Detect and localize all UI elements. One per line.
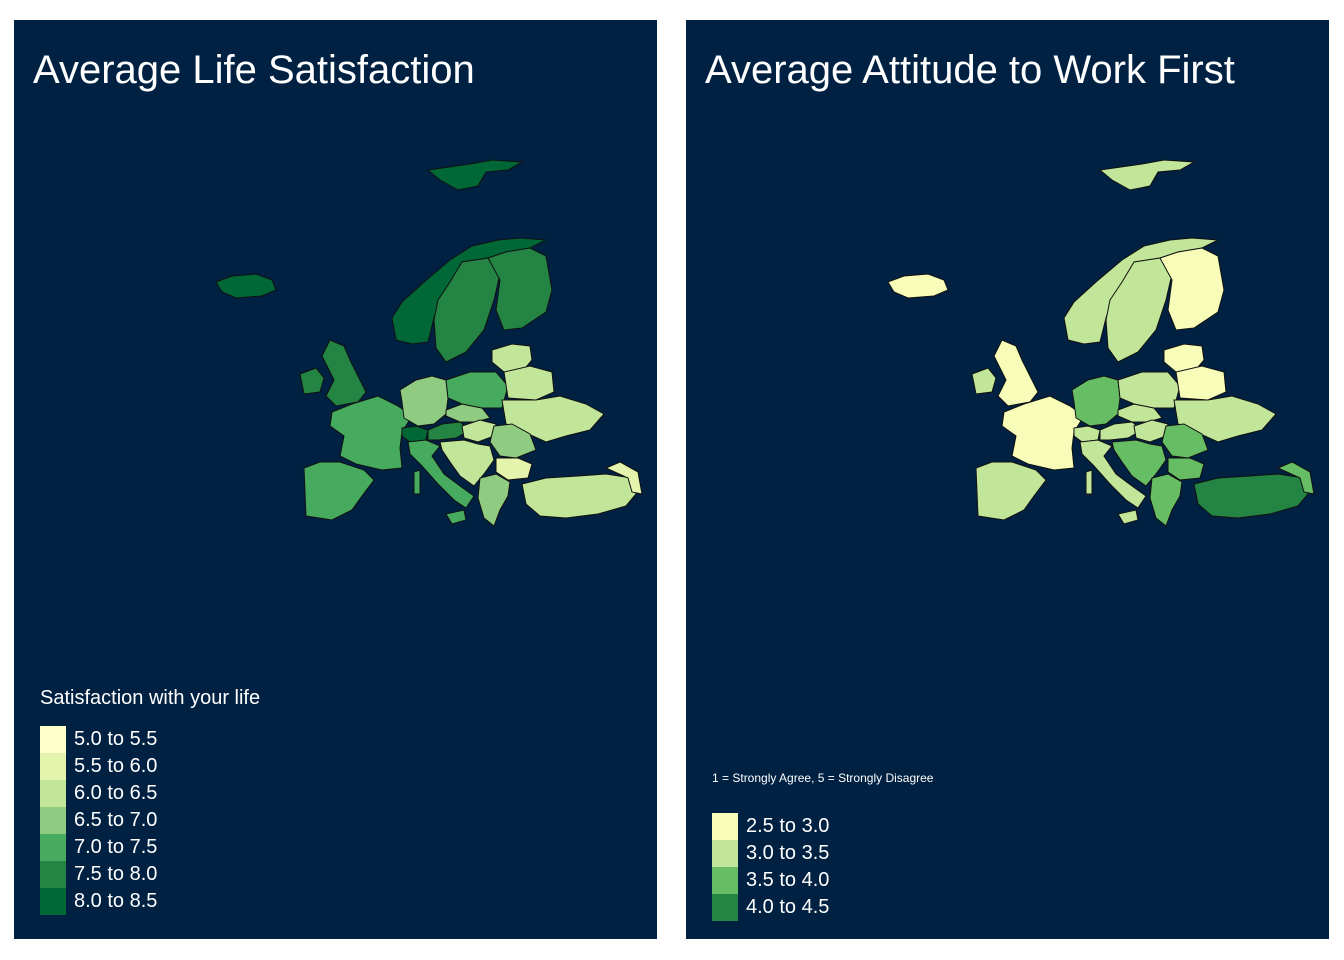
legend-item: 2.5 to 3.0 (712, 813, 933, 840)
legend-title: 1 = Strongly Agree, 5 = Strongly Disagre… (712, 771, 934, 785)
map-legend: Satisfaction with your life 5.0 to 5.5 5… (40, 687, 260, 915)
country-france (1001, 395, 1085, 471)
legend-item: 4.0 to 4.5 (712, 894, 933, 921)
legend-label: 3.0 to 3.5 (746, 842, 830, 864)
legend-item: 3.5 to 4.0 (712, 867, 933, 894)
country-iberia (975, 461, 1047, 521)
europe-map (215, 159, 643, 527)
country-finland (487, 247, 553, 331)
legend-swatch (712, 894, 738, 921)
country-iberia (303, 461, 375, 521)
map-title: Average Attitude to Work First (705, 48, 1235, 92)
legend-label: 2.5 to 3.0 (746, 815, 830, 837)
country-ireland (299, 367, 325, 395)
country-turkey (1193, 473, 1309, 519)
legend-title: Satisfaction with your life (40, 687, 261, 709)
country-baltics (1163, 343, 1205, 373)
legend-item: 7.5 to 8.0 (40, 861, 260, 888)
legend-label: 5.0 to 5.5 (74, 728, 158, 750)
legend-swatch (40, 861, 66, 888)
attitude-work-first-map-panel: Average Attitude to Work First (686, 20, 1329, 939)
country-poland (1117, 371, 1181, 409)
country-iceland (887, 273, 949, 299)
country-france (329, 395, 413, 471)
country-sicily (1117, 509, 1139, 525)
country-caucasus (1276, 461, 1315, 495)
legend-item: 8.0 to 8.5 (40, 888, 260, 915)
country-romania (489, 423, 537, 459)
country-uk (321, 339, 367, 407)
country-caucasus (604, 461, 643, 495)
legend-swatch (712, 813, 738, 840)
country-germany (1071, 375, 1121, 427)
life-satisfaction-map-panel: Average Life Satisfaction (14, 20, 657, 939)
country-bulgaria (495, 457, 533, 481)
country-iceland (215, 273, 277, 299)
country-switzerland (1073, 425, 1101, 443)
country-svalbard (1098, 159, 1196, 191)
legend-swatch (40, 753, 66, 780)
legend-label: 7.5 to 8.0 (74, 863, 158, 885)
country-finland (1159, 247, 1225, 331)
country-greece (477, 473, 511, 527)
legend-label: 5.5 to 6.0 (74, 755, 158, 777)
legend-swatch (40, 780, 66, 807)
legend-label: 3.5 to 4.0 (746, 869, 830, 891)
country-sardinia (413, 469, 421, 495)
country-belarus (1175, 365, 1227, 401)
map-title: Average Life Satisfaction (33, 48, 475, 92)
country-italy (1079, 439, 1147, 509)
legend-swatch (40, 888, 66, 915)
country-baltics (491, 343, 533, 373)
legend-label: 7.0 to 7.5 (74, 836, 158, 858)
country-romania (1161, 423, 1209, 459)
legend-item: 7.0 to 7.5 (40, 834, 260, 861)
country-italy (407, 439, 475, 509)
legend-swatch (40, 726, 66, 753)
country-switzerland (401, 425, 429, 443)
country-sicily (445, 509, 467, 525)
legend-label: 6.5 to 7.0 (74, 809, 158, 831)
country-uk (993, 339, 1039, 407)
legend-item: 6.0 to 6.5 (40, 780, 260, 807)
legend-item: 5.0 to 5.5 (40, 726, 260, 753)
country-ireland (971, 367, 997, 395)
legend-swatch (40, 834, 66, 861)
legend-item: 5.5 to 6.0 (40, 753, 260, 780)
country-germany (399, 375, 449, 427)
legend-swatch (40, 807, 66, 834)
legend-label: 6.0 to 6.5 (74, 782, 158, 804)
country-sweden (1105, 257, 1173, 363)
country-balkans (439, 439, 495, 487)
country-belarus (503, 365, 555, 401)
europe-map (887, 159, 1315, 527)
country-poland (445, 371, 509, 409)
legend-label: 8.0 to 8.5 (74, 890, 158, 912)
country-turkey (521, 473, 637, 519)
legend-item: 6.5 to 7.0 (40, 807, 260, 834)
country-sardinia (1085, 469, 1093, 495)
legend-item: 3.0 to 3.5 (712, 840, 933, 867)
legend-label: 4.0 to 4.5 (746, 896, 830, 918)
legend-swatch (712, 840, 738, 867)
map-legend: 1 = Strongly Agree, 5 = Strongly Disagre… (712, 771, 933, 921)
legend-swatch (712, 867, 738, 894)
country-greece (1149, 473, 1183, 527)
country-balkans (1111, 439, 1167, 487)
country-sweden (433, 257, 501, 363)
country-bulgaria (1167, 457, 1205, 481)
country-svalbard (426, 159, 524, 191)
